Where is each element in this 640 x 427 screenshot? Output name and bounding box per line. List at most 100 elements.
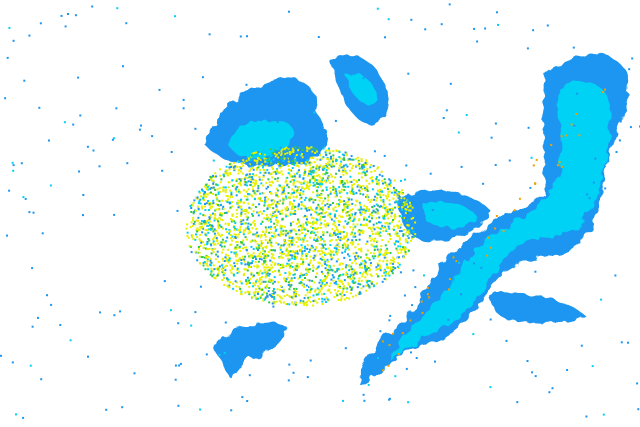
speckle [334,271,337,273]
speckle [199,408,202,411]
speckle [186,223,189,226]
speckle [311,223,314,226]
speckle [400,230,403,233]
speckle [384,249,387,252]
speckle [355,239,358,241]
speckle [304,162,307,165]
speckle [318,249,321,252]
speckle [340,299,343,302]
speckle [251,213,253,216]
speckle [375,178,378,180]
speckle [257,249,259,251]
speckle [252,285,254,288]
speckle [397,206,400,208]
speckle [376,197,379,200]
speckle [291,175,294,178]
speckle [233,274,235,277]
speckle [264,235,267,238]
speckle [360,262,363,265]
speckle [300,203,303,206]
speckle [378,216,381,219]
speckle [237,202,240,205]
speckle [366,186,369,189]
speckle [264,159,267,162]
speckle [394,199,397,202]
speckle [551,387,554,390]
speckle [227,285,230,288]
speckle [438,220,441,223]
speckle [252,179,255,181]
speckle [484,27,487,30]
speckle [326,276,328,278]
speckle [263,291,266,294]
speckle [381,280,384,283]
speckle [371,238,374,241]
speckle [349,226,352,229]
speckle [310,177,313,180]
speckle [357,172,360,175]
speckle [548,391,551,394]
speckle [222,241,225,244]
speckle [246,400,249,402]
speckle [226,248,229,251]
speckle [580,344,583,347]
speckle [225,169,227,172]
speckle [340,215,343,218]
speckle [402,233,405,236]
speckle [219,181,222,184]
speckle [224,172,227,175]
speckle [198,251,201,254]
speckle [267,254,270,257]
speckle [267,290,270,293]
speckle [249,176,252,178]
speckle [323,219,326,222]
speckle [321,297,324,300]
speckle [299,229,302,232]
speckle [278,257,281,259]
speckle [204,203,206,205]
speckle [486,254,489,257]
speckle [264,280,267,283]
speckle [356,223,359,226]
speckle [243,222,246,225]
speckle [325,163,327,165]
speckle [380,245,383,248]
speckle [317,36,320,38]
speckle [305,218,308,221]
speckle [248,293,251,296]
speckle [311,175,314,178]
speckle [354,271,357,274]
speckle [390,259,393,262]
speckle [294,289,297,292]
speckle [317,182,320,185]
speckle [349,169,352,172]
speckle [260,244,262,247]
speckle [195,219,198,222]
speckle [314,290,317,293]
speckle [302,204,305,207]
speckle [263,157,266,160]
speckle [266,284,269,287]
speckle [337,236,340,238]
speckle [390,215,393,218]
speckle [346,203,349,206]
speckle [389,181,392,184]
speckle [328,272,331,275]
speckle [333,232,336,235]
speckle [309,255,312,258]
speckle [553,303,556,306]
speckle [362,208,365,211]
speckle [399,248,402,251]
speckle [199,212,202,215]
speckle [237,161,240,164]
speckle [301,279,304,281]
speckle [382,369,384,372]
speckle [275,216,278,219]
speckle [263,260,265,263]
speckle [255,151,258,154]
speckle [376,357,379,360]
speckle [256,211,259,214]
speckle [244,212,247,215]
speckle [341,244,344,247]
